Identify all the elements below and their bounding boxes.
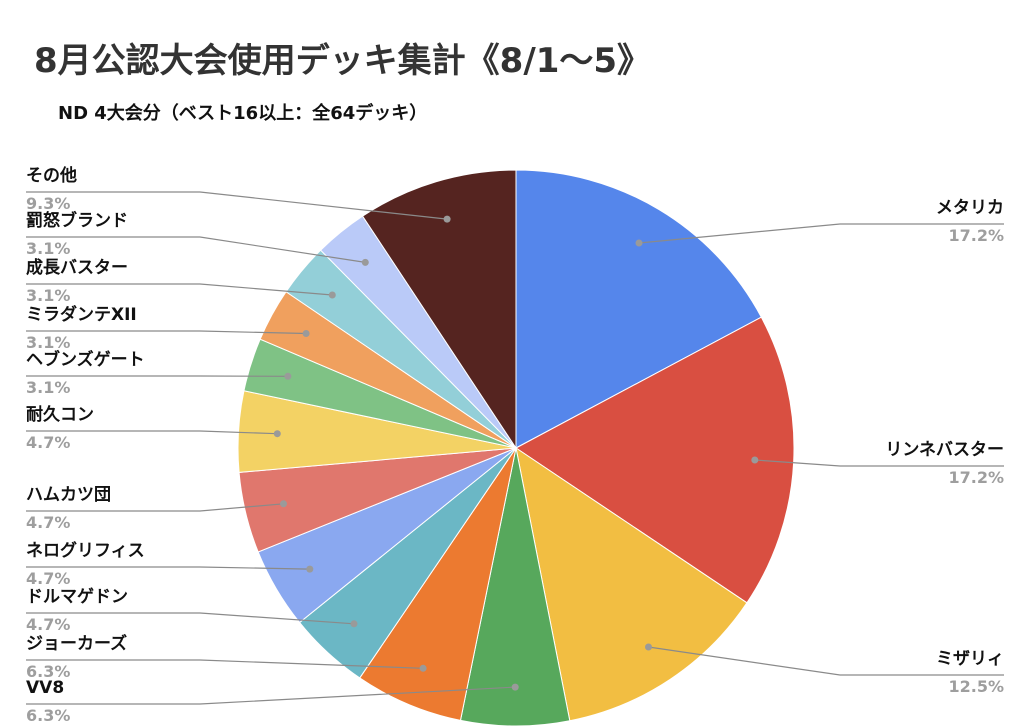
leader-line (26, 430, 278, 435)
slice-value-label: 6.3% (26, 662, 70, 681)
slice-name-label: リンネバスター (885, 440, 1004, 460)
leader-line (26, 191, 448, 220)
leader-dot (273, 430, 281, 438)
leader-dot (645, 643, 652, 651)
slice-value-label: 4.7% (26, 569, 70, 588)
leader-dot (635, 239, 643, 247)
leader-line (26, 659, 424, 669)
leader-dot (511, 683, 519, 691)
slice-name-label: 成長バスター (26, 257, 128, 278)
slice-name-label: メタリカ (936, 198, 1004, 218)
slice-name-label: その他 (26, 165, 77, 186)
slice-value-label: 4.7% (26, 433, 70, 452)
leader-line (26, 686, 516, 705)
leader-line (26, 566, 310, 570)
leader-line (754, 459, 1004, 467)
leader-dot (280, 500, 287, 508)
slice-value-label: 3.1% (26, 378, 70, 397)
slice-labels: メタリカ17.2%リンネバスター17.2%ミザリィ12.5%VV86.3%ジョー… (26, 165, 1004, 725)
leader-dot (284, 372, 292, 380)
leader-dot (361, 258, 369, 266)
slice-value-label: 12.5% (948, 677, 1004, 696)
pie-slice (515, 316, 795, 604)
chart-subtitle: ND 4大会分（ベスト16以上：全64デッキ） (58, 102, 427, 124)
pie-slice (361, 169, 517, 450)
slice-value-label: 3.1% (26, 239, 70, 258)
leader-dot (443, 215, 451, 223)
leader-dot (302, 330, 310, 337)
leader-dot (350, 620, 358, 628)
slice-name-label: ハムカツ団 (26, 485, 111, 505)
slice-name-label: ミザリィ (936, 649, 1004, 669)
slice-value-label: 9.3% (26, 194, 70, 213)
slice-name-label: ヘブンズゲート (26, 349, 145, 370)
leader-dot (328, 291, 336, 299)
slice-value-label: 3.1% (26, 333, 70, 352)
leader-line (26, 283, 333, 296)
slice-name-label: ジョーカーズ (26, 633, 127, 654)
chart-title: 8月公認大会使用デッキ集計《8/1〜5》 (34, 41, 651, 81)
slice-value-label: 6.3% (26, 706, 70, 725)
slice-name-label: 罰怒ブランド (26, 210, 128, 231)
slice-value-label: 4.7% (26, 513, 70, 532)
pie-slices (237, 169, 795, 727)
leader-line (26, 503, 284, 512)
slice-name-label: ドルマゲドン (26, 586, 128, 607)
slice-name-label: ネログリフィス (26, 540, 145, 561)
leader-line (26, 612, 355, 625)
leader-line (638, 223, 1004, 244)
leader-dot (306, 565, 314, 573)
slice-name-label: VV8 (26, 678, 64, 698)
slice-value-label: 4.7% (26, 615, 70, 634)
leader-dot (751, 456, 759, 464)
leader-line (26, 236, 366, 263)
slice-value-label: 17.2% (948, 468, 1004, 487)
slice-value-label: 3.1% (26, 286, 70, 305)
leader-line (648, 646, 1004, 676)
slice-name-label: 耐久コン (26, 404, 94, 425)
pie-slice (515, 169, 762, 449)
slice-value-label: 17.2% (948, 226, 1004, 245)
slice-name-label: ミラダンテXII (26, 304, 137, 325)
leader-line (26, 330, 307, 335)
leader-dot (419, 664, 427, 672)
